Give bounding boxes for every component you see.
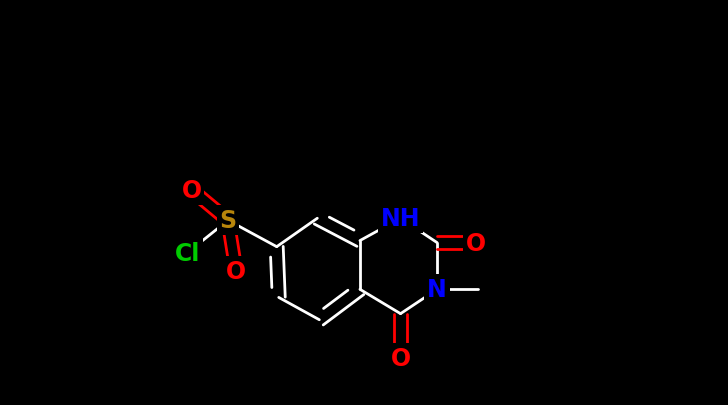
Text: O: O	[226, 259, 246, 283]
Text: S: S	[219, 209, 237, 233]
Text: O: O	[390, 346, 411, 371]
Text: O: O	[466, 231, 486, 255]
Text: N: N	[427, 277, 447, 302]
Text: NH: NH	[381, 207, 420, 231]
Text: O: O	[181, 178, 202, 202]
Text: Cl: Cl	[175, 241, 200, 265]
